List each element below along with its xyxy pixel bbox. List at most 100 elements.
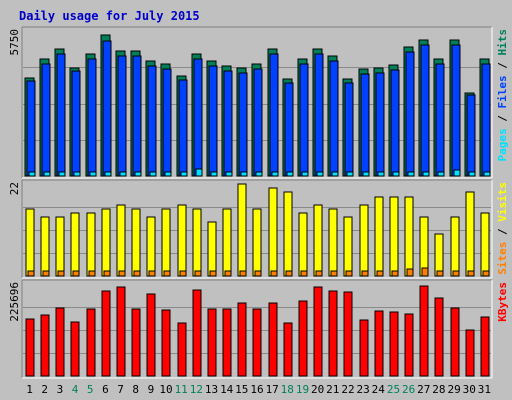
x-tick-label: 16 bbox=[250, 383, 263, 396]
files-bar bbox=[375, 72, 385, 177]
kbytes-bar-face bbox=[328, 290, 338, 377]
sites-bar-face bbox=[42, 270, 50, 277]
files-bar bbox=[238, 72, 248, 177]
x-tick-label: 1 bbox=[26, 383, 33, 396]
pages-bar bbox=[58, 171, 66, 177]
kbytes-bar-face bbox=[161, 309, 171, 377]
x-tick-label: 25 bbox=[387, 383, 400, 396]
pages-bar-face bbox=[73, 171, 81, 177]
sites-bar bbox=[254, 270, 262, 277]
files-bar bbox=[87, 58, 97, 177]
visits-bar-face bbox=[283, 191, 293, 277]
sites-bar-face bbox=[57, 270, 65, 277]
pages-bar-face bbox=[164, 171, 172, 177]
files-bar bbox=[132, 55, 142, 177]
pages-bar-face bbox=[346, 171, 354, 177]
visits-bar bbox=[237, 183, 247, 277]
x-tick-label: 8 bbox=[132, 383, 139, 396]
x-tick-label: 17 bbox=[266, 383, 279, 396]
visits-bar bbox=[116, 204, 126, 277]
kbytes-bar bbox=[207, 308, 217, 377]
pages-bar-face bbox=[392, 171, 400, 177]
sites-bar-face bbox=[391, 270, 399, 277]
files-bar bbox=[314, 53, 324, 177]
x-tick-label: 28 bbox=[432, 383, 445, 396]
pages-bar bbox=[453, 169, 461, 177]
pages-bar bbox=[271, 171, 279, 177]
sites-bar bbox=[179, 270, 187, 277]
visits-bar-face bbox=[192, 208, 202, 277]
sites-bar bbox=[421, 267, 429, 277]
visits-bar bbox=[419, 216, 429, 277]
files-bar bbox=[102, 40, 112, 177]
visits-bar bbox=[434, 233, 444, 277]
sites-bar bbox=[345, 270, 353, 277]
visits-bar-face bbox=[419, 216, 429, 277]
pages-bar bbox=[43, 171, 51, 177]
visits-bar-face bbox=[359, 204, 369, 277]
visits-bar bbox=[177, 204, 187, 277]
visits-bar-face bbox=[343, 216, 353, 277]
kbytes-bar-face bbox=[86, 308, 96, 377]
visits-bar-face bbox=[252, 208, 262, 277]
kbytes-bar-face bbox=[70, 321, 80, 377]
sites-bar-face bbox=[163, 270, 171, 277]
files-bar-face bbox=[102, 40, 112, 177]
x-tick-label: 24 bbox=[372, 383, 386, 396]
x-tick-label: 10 bbox=[159, 383, 172, 396]
kbytes-bar bbox=[359, 319, 369, 377]
sites-bar-face bbox=[103, 270, 111, 277]
kbytes-bar bbox=[25, 318, 35, 377]
files-bar bbox=[344, 82, 354, 177]
legend-item: Files bbox=[496, 75, 509, 108]
pages-bar-face bbox=[255, 171, 263, 177]
kbytes-bar-face bbox=[116, 286, 126, 377]
visits-bar bbox=[480, 212, 490, 277]
kbytes-bar bbox=[268, 302, 278, 377]
pages-bar bbox=[286, 171, 294, 177]
pages-bar bbox=[225, 171, 233, 177]
pages-bar-face bbox=[331, 171, 339, 177]
visits-bar-face bbox=[177, 204, 187, 277]
kbytes-bar bbox=[450, 307, 460, 377]
kbytes-bar-face bbox=[389, 311, 399, 377]
sites-bar bbox=[103, 270, 111, 277]
kbytes-bar bbox=[177, 322, 187, 377]
pages-bar-face bbox=[377, 171, 385, 177]
kbytes-bar bbox=[161, 309, 171, 377]
kbytes-bar bbox=[419, 285, 429, 377]
x-tick-label: 4 bbox=[72, 383, 79, 396]
kbytes-bar-face bbox=[465, 329, 475, 377]
files-bar bbox=[360, 73, 370, 177]
files-bar bbox=[117, 55, 127, 177]
kbytes-bar bbox=[465, 329, 475, 377]
visits-bar-face bbox=[25, 208, 35, 277]
sites-bar bbox=[209, 270, 217, 277]
visits-bar-face bbox=[480, 212, 490, 277]
kbytes-bar bbox=[434, 297, 444, 377]
files-bar-face bbox=[178, 79, 188, 177]
sites-bar bbox=[330, 270, 338, 277]
sites-bar-face bbox=[118, 270, 126, 277]
pages-bar bbox=[180, 171, 188, 177]
x-tick-label: 20 bbox=[311, 383, 324, 396]
pages-bar bbox=[164, 171, 172, 177]
chart-title: Daily usage for July 2015 bbox=[19, 9, 200, 23]
files-bar-face bbox=[238, 72, 248, 177]
pages-bar-face bbox=[195, 168, 203, 177]
files-bar-face bbox=[41, 63, 51, 177]
files-bar-face bbox=[375, 72, 385, 177]
files-bar bbox=[41, 63, 51, 177]
visits-bar-face bbox=[389, 196, 399, 277]
sites-bar-face bbox=[482, 270, 490, 277]
kbytes-bar-face bbox=[207, 308, 217, 377]
kbytes-bar bbox=[374, 310, 384, 377]
visits-bar-face bbox=[237, 183, 247, 277]
x-tick-label: 15 bbox=[235, 383, 248, 396]
sites-bar bbox=[376, 270, 384, 277]
visits-bar bbox=[313, 204, 323, 277]
files-bar-face bbox=[56, 53, 66, 177]
pages-bar-face bbox=[104, 171, 112, 177]
x-tick-label: 3 bbox=[57, 383, 64, 396]
